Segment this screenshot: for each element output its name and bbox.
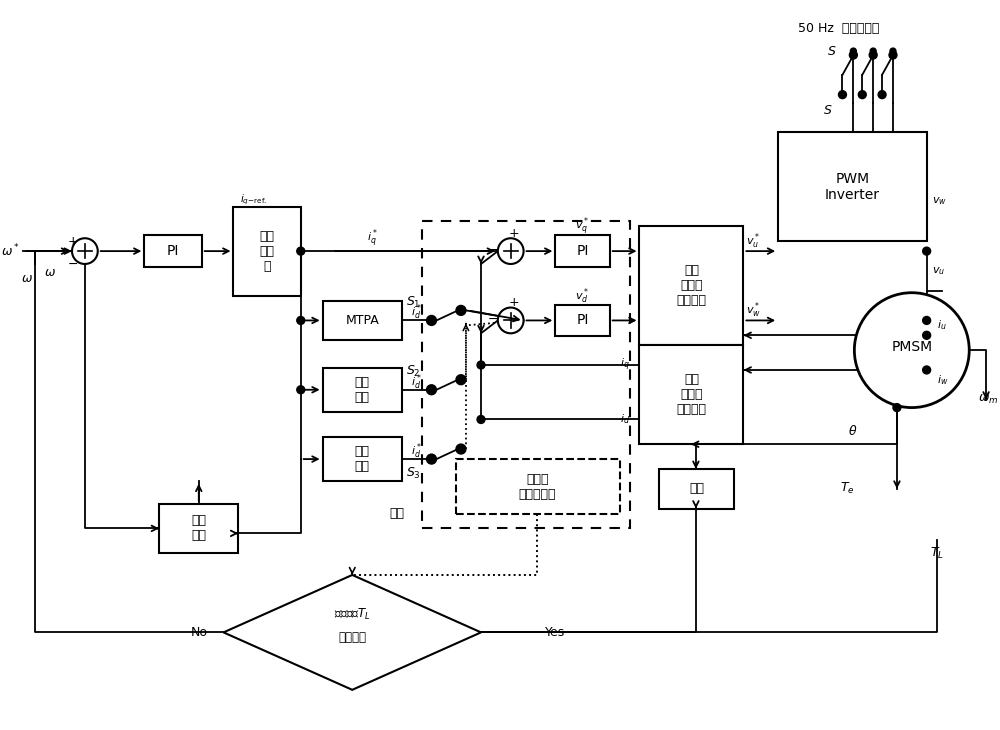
Text: 负载转矩$T_L$: 负载转矩$T_L$ [334, 607, 371, 622]
Circle shape [477, 415, 485, 423]
Text: 电流
限幅
器: 电流 限幅 器 [260, 230, 275, 272]
Polygon shape [224, 575, 481, 690]
Circle shape [923, 366, 931, 374]
Text: $i_{q\mathrm{-ref.}}$: $i_{q\mathrm{-ref.}}$ [240, 193, 267, 207]
Bar [144, 235, 202, 267]
Text: 两相
到三相
坐标变换: 两相 到三相 坐标变换 [676, 264, 706, 307]
Bar [639, 345, 743, 445]
Text: MTPA: MTPA [345, 314, 379, 327]
Circle shape [854, 293, 969, 407]
Text: $\omega^*$: $\omega^*$ [1, 243, 20, 259]
Circle shape [869, 51, 877, 59]
Bar [639, 226, 743, 345]
Circle shape [498, 238, 524, 264]
Circle shape [858, 91, 866, 99]
Bar [456, 459, 620, 513]
Text: 变负载
超高速磨削: 变负载 超高速磨削 [519, 473, 556, 501]
Text: $S$: $S$ [823, 104, 832, 117]
Text: $v_q^*$: $v_q^*$ [575, 216, 589, 239]
Circle shape [456, 305, 466, 315]
Text: PI: PI [576, 313, 589, 328]
Circle shape [893, 404, 901, 412]
Text: $i_w$: $i_w$ [937, 373, 948, 387]
Text: $v_w^*$: $v_w^*$ [746, 301, 761, 320]
Bar [159, 504, 238, 553]
Circle shape [889, 51, 897, 59]
Text: PWM
Inverter: PWM Inverter [825, 172, 880, 201]
Text: $S_2$: $S_2$ [406, 364, 421, 380]
Text: $T_e$: $T_e$ [840, 481, 855, 496]
Text: +: + [508, 296, 519, 309]
Circle shape [477, 361, 485, 369]
Text: 弱磁
控制: 弱磁 控制 [355, 376, 370, 404]
Text: $v_w$: $v_w$ [932, 196, 947, 207]
Circle shape [297, 385, 305, 393]
Circle shape [456, 374, 466, 385]
Circle shape [72, 238, 98, 264]
Circle shape [297, 317, 305, 324]
Text: $v_u^*$: $v_u^*$ [746, 231, 761, 251]
Circle shape [427, 454, 436, 464]
Bar [422, 221, 630, 529]
Text: 完成: 完成 [389, 507, 404, 520]
Text: $i_q^*$: $i_q^*$ [367, 228, 378, 250]
Text: $i_d^*$: $i_d^*$ [411, 372, 422, 391]
Text: +: + [508, 227, 519, 239]
Bar [323, 437, 402, 481]
Circle shape [850, 48, 856, 54]
Text: 参数
辨识: 参数 辨识 [191, 515, 206, 542]
Bar [323, 301, 402, 340]
Text: Yes: Yes [545, 626, 565, 639]
Text: $i_u$: $i_u$ [937, 318, 946, 332]
Text: PI: PI [576, 244, 589, 258]
Text: $S_3$: $S_3$ [406, 466, 421, 482]
Text: PI: PI [167, 244, 179, 258]
Text: $S$: $S$ [827, 45, 836, 58]
Text: 50 Hz  三相交流电: 50 Hz 三相交流电 [798, 22, 879, 35]
Circle shape [870, 48, 876, 54]
Text: $i_d^*$: $i_d^*$ [411, 303, 422, 323]
Text: $\omega$: $\omega$ [44, 266, 56, 280]
Text: $\theta$: $\theta$ [848, 424, 857, 438]
Text: $i_d$: $i_d$ [620, 412, 630, 426]
Circle shape [923, 331, 931, 339]
Text: 三相
到二相
坐标变换: 三相 到二相 坐标变换 [676, 373, 706, 416]
Circle shape [456, 444, 466, 454]
Text: 强磁
控制: 强磁 控制 [355, 445, 370, 473]
Text: $-$: $-$ [67, 256, 79, 269]
Text: 调速: 调速 [689, 483, 704, 495]
Text: $i_q$: $i_q$ [620, 357, 629, 373]
Text: $\omega$: $\omega$ [21, 272, 33, 285]
Text: $S_1$: $S_1$ [406, 295, 421, 310]
Bar [659, 469, 734, 509]
Circle shape [297, 247, 305, 255]
Circle shape [890, 48, 896, 54]
Text: $-$: $-$ [487, 312, 498, 325]
Text: $-$: $-$ [487, 242, 498, 255]
Circle shape [427, 385, 436, 395]
Text: PMSM: PMSM [891, 340, 932, 354]
Text: $\omega_m$: $\omega_m$ [978, 393, 999, 406]
Circle shape [923, 247, 931, 255]
Text: No: No [190, 626, 207, 639]
Text: $v_d^*$: $v_d^*$ [575, 287, 589, 307]
Circle shape [878, 91, 886, 99]
Circle shape [498, 307, 524, 334]
Bar [555, 235, 610, 267]
Circle shape [839, 91, 846, 99]
Bar [778, 132, 927, 241]
Bar [323, 368, 402, 412]
Text: +: + [68, 235, 78, 247]
Circle shape [849, 51, 857, 59]
Circle shape [923, 317, 931, 324]
Text: $v_u$: $v_u$ [932, 265, 945, 277]
Bar [233, 207, 301, 296]
Text: 为零否？: 为零否？ [338, 631, 366, 644]
Bar [555, 304, 610, 337]
Circle shape [427, 315, 436, 326]
Text: $T_L$: $T_L$ [930, 545, 944, 561]
Text: $i_d^*$: $i_d^*$ [411, 442, 422, 461]
